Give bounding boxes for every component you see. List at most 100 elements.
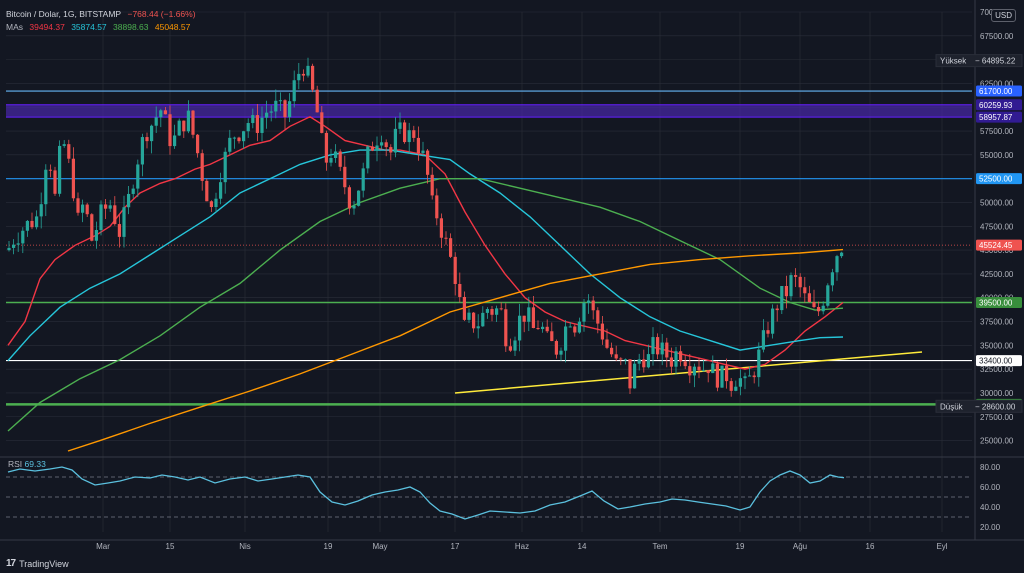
level-label: 58957.87	[979, 113, 1013, 122]
candle-body	[21, 230, 25, 244]
candle-body	[683, 361, 687, 367]
candle-body	[269, 111, 273, 113]
candle-body	[628, 359, 632, 389]
candle-body	[416, 137, 420, 154]
x-tick-label: Eyl	[936, 542, 947, 551]
candle-body	[209, 201, 213, 208]
candle-body	[600, 323, 604, 340]
candle-body	[177, 120, 181, 136]
candle-body	[780, 286, 784, 311]
currency-badge[interactable]: USD	[991, 9, 1016, 22]
candle-body	[545, 326, 549, 332]
candle-body	[633, 363, 637, 389]
candle-body	[692, 366, 696, 376]
candle-body	[39, 204, 43, 217]
candle-body	[205, 180, 209, 202]
candles	[7, 57, 844, 397]
candle-body	[403, 122, 407, 143]
candle-body	[163, 110, 167, 115]
brand-label: TradingView	[19, 558, 69, 569]
candle-body	[734, 386, 738, 391]
candle-body	[821, 305, 825, 312]
level-label-tag	[976, 296, 1022, 308]
y-tick-label: 50000.00	[980, 198, 1014, 207]
level-label-tag	[976, 111, 1022, 123]
candle-body	[12, 244, 16, 248]
series-ma-100	[7, 178, 844, 432]
candle-body	[702, 370, 706, 372]
candle-body	[53, 170, 57, 194]
candle-body	[334, 151, 338, 158]
candle-body	[94, 230, 98, 241]
candle-body	[766, 330, 770, 334]
candle-body	[817, 307, 821, 312]
candle-body	[228, 137, 232, 152]
candle-body	[186, 110, 190, 132]
x-tick-label: Ağu	[793, 542, 807, 551]
candle-body	[826, 285, 830, 306]
candle-body	[301, 73, 305, 76]
candle-body	[30, 220, 34, 228]
candle-body	[499, 308, 503, 310]
candle-body	[513, 340, 517, 351]
candle-body	[660, 342, 664, 355]
candle-body	[504, 309, 508, 347]
candle-body	[108, 205, 112, 209]
candle-body	[223, 151, 227, 183]
x-tick-label: Tem	[652, 542, 667, 551]
candle-body	[531, 307, 535, 329]
candle-body	[131, 188, 135, 194]
candle-body	[25, 220, 29, 231]
candle-body	[173, 135, 177, 147]
ma-100-value: 38898.63	[113, 22, 149, 32]
candle-body	[380, 142, 384, 146]
candle-body	[357, 190, 361, 206]
candle-body	[840, 252, 844, 257]
tradingview-brand[interactable]: 17 TradingView	[6, 558, 69, 569]
candle-body	[761, 330, 765, 350]
candle-body	[614, 354, 618, 359]
candle-body	[104, 204, 108, 209]
candle-body	[485, 309, 489, 313]
candle-body	[458, 284, 462, 297]
candle-body	[559, 350, 563, 355]
candle-body	[582, 302, 586, 322]
candle-body	[596, 310, 600, 324]
low-marker-value: − 28600.00	[975, 402, 1016, 411]
candle-body	[665, 342, 669, 358]
y-tick-label: 35000.00	[980, 341, 1014, 350]
candle-body	[697, 366, 701, 371]
candle-body	[637, 359, 641, 364]
series-ma-200	[67, 248, 844, 452]
candle-body	[71, 158, 75, 199]
candle-body	[99, 204, 103, 231]
candle-body	[715, 363, 719, 388]
candle-body	[490, 309, 494, 315]
candle-body	[145, 137, 149, 142]
candle-body	[237, 137, 241, 142]
candle-body	[554, 341, 558, 355]
chart-header: Bitcoin / Dolar, 1G, BITSTAMP −768.44 (−…	[6, 9, 200, 19]
candle-body	[798, 276, 802, 288]
candle-body	[508, 346, 512, 351]
candle-body	[347, 187, 351, 209]
candle-body	[550, 331, 554, 342]
candle-body	[370, 146, 374, 151]
candle-body	[803, 287, 807, 294]
candle-body	[76, 198, 80, 213]
candle-body	[577, 321, 581, 333]
candle-body	[58, 145, 62, 194]
candle-body	[646, 354, 650, 368]
ma-200-value: 45048.57	[154, 22, 191, 32]
candle-body	[656, 337, 660, 355]
candle-body	[232, 137, 236, 139]
x-tick-label: 15	[166, 542, 175, 551]
y-tick-label: 30000.00	[980, 389, 1014, 398]
candle-body	[398, 122, 402, 129]
candle-body	[807, 293, 811, 303]
candle-body	[476, 326, 480, 329]
series-ma-50	[7, 149, 844, 362]
candle-body	[752, 375, 756, 378]
candle-body	[439, 218, 443, 238]
